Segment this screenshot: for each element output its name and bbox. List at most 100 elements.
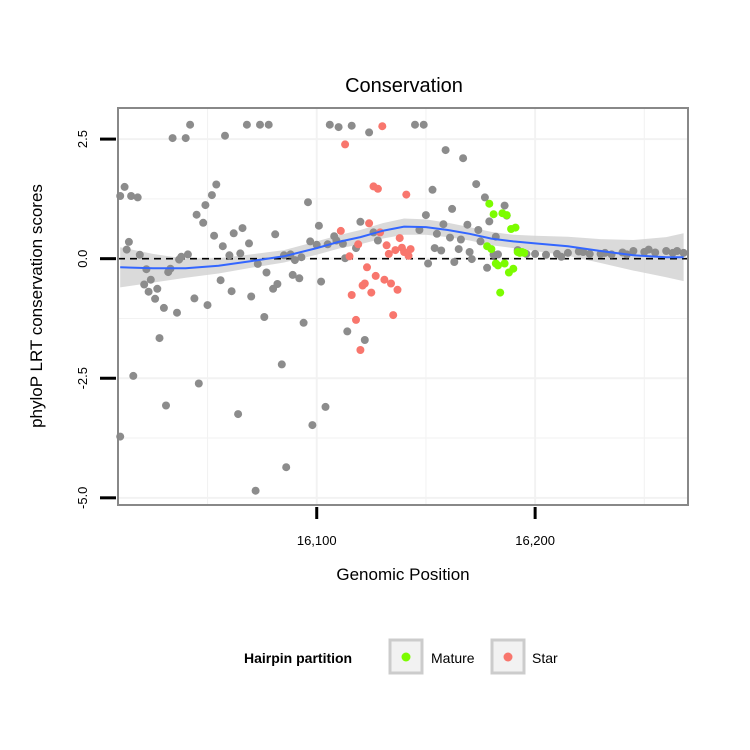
point-other-42: [299, 318, 308, 327]
point-other-124: [563, 248, 572, 257]
point-star-24: [395, 234, 404, 243]
point-other-65: [432, 229, 441, 238]
point-other-110: [430, 244, 439, 253]
point-other-7: [146, 275, 155, 284]
points-star: [336, 122, 415, 354]
smooth-trend-line: [120, 225, 684, 270]
point-other-48: [325, 120, 334, 129]
point-other-29: [242, 120, 251, 129]
smooth-line-path: [120, 225, 684, 270]
point-other-60: [411, 120, 419, 129]
point-other-122: [542, 250, 550, 259]
legend-title: Hairpin partition: [244, 650, 352, 666]
point-other-50: [334, 123, 343, 132]
point-other-5: [140, 280, 149, 289]
legend-label-star: Star: [532, 650, 558, 666]
point-star-0: [336, 226, 345, 235]
point-star-1: [341, 140, 350, 149]
x-axis-ticks: 16,100 16,200: [297, 507, 555, 548]
point-mature-12: [511, 223, 520, 232]
point-star-16: [378, 122, 387, 131]
point-star-11: [367, 288, 376, 297]
legend-swatch-mature: [401, 652, 411, 662]
point-other-111: [439, 220, 448, 229]
point-other-85: [144, 287, 153, 296]
point-other-69: [450, 258, 459, 266]
point-other-89: [175, 255, 184, 264]
point-other-135: [673, 247, 682, 255]
point-other-37: [277, 360, 286, 369]
point-other-100: [271, 230, 280, 239]
point-other-97: [245, 239, 253, 248]
point-mature-4: [494, 261, 502, 270]
point-other-68: [446, 233, 454, 242]
point-other-77: [485, 217, 494, 226]
point-other-115: [474, 226, 483, 234]
point-mature-5: [496, 288, 505, 297]
point-star-6: [356, 346, 365, 354]
point-other-70: [454, 245, 463, 254]
point-other-132: [651, 248, 660, 257]
point-other-109: [421, 211, 430, 220]
point-other-103: [297, 253, 306, 262]
point-star-13: [371, 271, 380, 280]
plot-area: [118, 108, 688, 505]
point-star-9: [363, 263, 371, 272]
point-mature-7: [500, 259, 509, 268]
point-other-141: [644, 245, 653, 254]
point-other-79: [494, 250, 502, 259]
point-other-1: [120, 182, 129, 191]
point-other-136: [679, 248, 688, 257]
point-other-31: [251, 486, 260, 495]
point-star-3: [347, 291, 356, 299]
y-tick-label-3: 2.5: [75, 130, 90, 148]
point-other-104: [306, 237, 315, 246]
point-mature-16: [520, 248, 529, 257]
point-other-91: [192, 210, 201, 219]
point-star-18: [382, 241, 391, 250]
point-other-61: [415, 226, 424, 234]
point-star-5: [354, 240, 363, 249]
point-other-46: [317, 277, 326, 286]
point-other-38: [282, 463, 291, 472]
point-other-25: [225, 251, 234, 260]
point-other-47: [321, 402, 330, 411]
point-other-18: [194, 379, 203, 388]
point-other-73: [467, 255, 476, 264]
point-other-105: [314, 221, 323, 230]
point-other-28: [238, 224, 247, 233]
point-other-72: [463, 220, 472, 229]
point-mature-17: [487, 245, 496, 254]
point-other-52: [343, 327, 352, 336]
point-star-20: [387, 279, 395, 288]
point-other-137: [557, 252, 566, 261]
point-star-4: [352, 315, 360, 324]
point-other-20: [203, 301, 212, 310]
point-other-74: [472, 180, 481, 189]
point-other-9: [155, 334, 164, 343]
point-other-17: [190, 294, 199, 303]
legend-swatch-star: [503, 652, 513, 662]
x-axis-label: Genomic Position: [336, 565, 469, 584]
point-other-133: [662, 247, 671, 255]
legend-label-mature: Mature: [431, 650, 475, 666]
point-other-26: [229, 229, 238, 238]
point-other-75: [476, 237, 485, 246]
point-other-112: [448, 204, 457, 213]
legend: Hairpin partition Mature Star: [244, 638, 558, 675]
point-other-62: [419, 120, 428, 129]
point-other-98: [253, 259, 262, 268]
point-star-27: [402, 190, 411, 199]
point-star-28: [404, 251, 413, 260]
point-other-82: [122, 245, 131, 254]
point-other-87: [162, 401, 170, 410]
point-star-10: [365, 219, 374, 228]
point-other-96: [236, 249, 245, 258]
point-other-86: [153, 284, 162, 293]
point-other-41: [295, 274, 304, 283]
point-mature-2: [489, 210, 498, 219]
point-other-83: [129, 371, 138, 380]
point-other-6: [142, 265, 151, 274]
point-star-29: [406, 245, 415, 254]
